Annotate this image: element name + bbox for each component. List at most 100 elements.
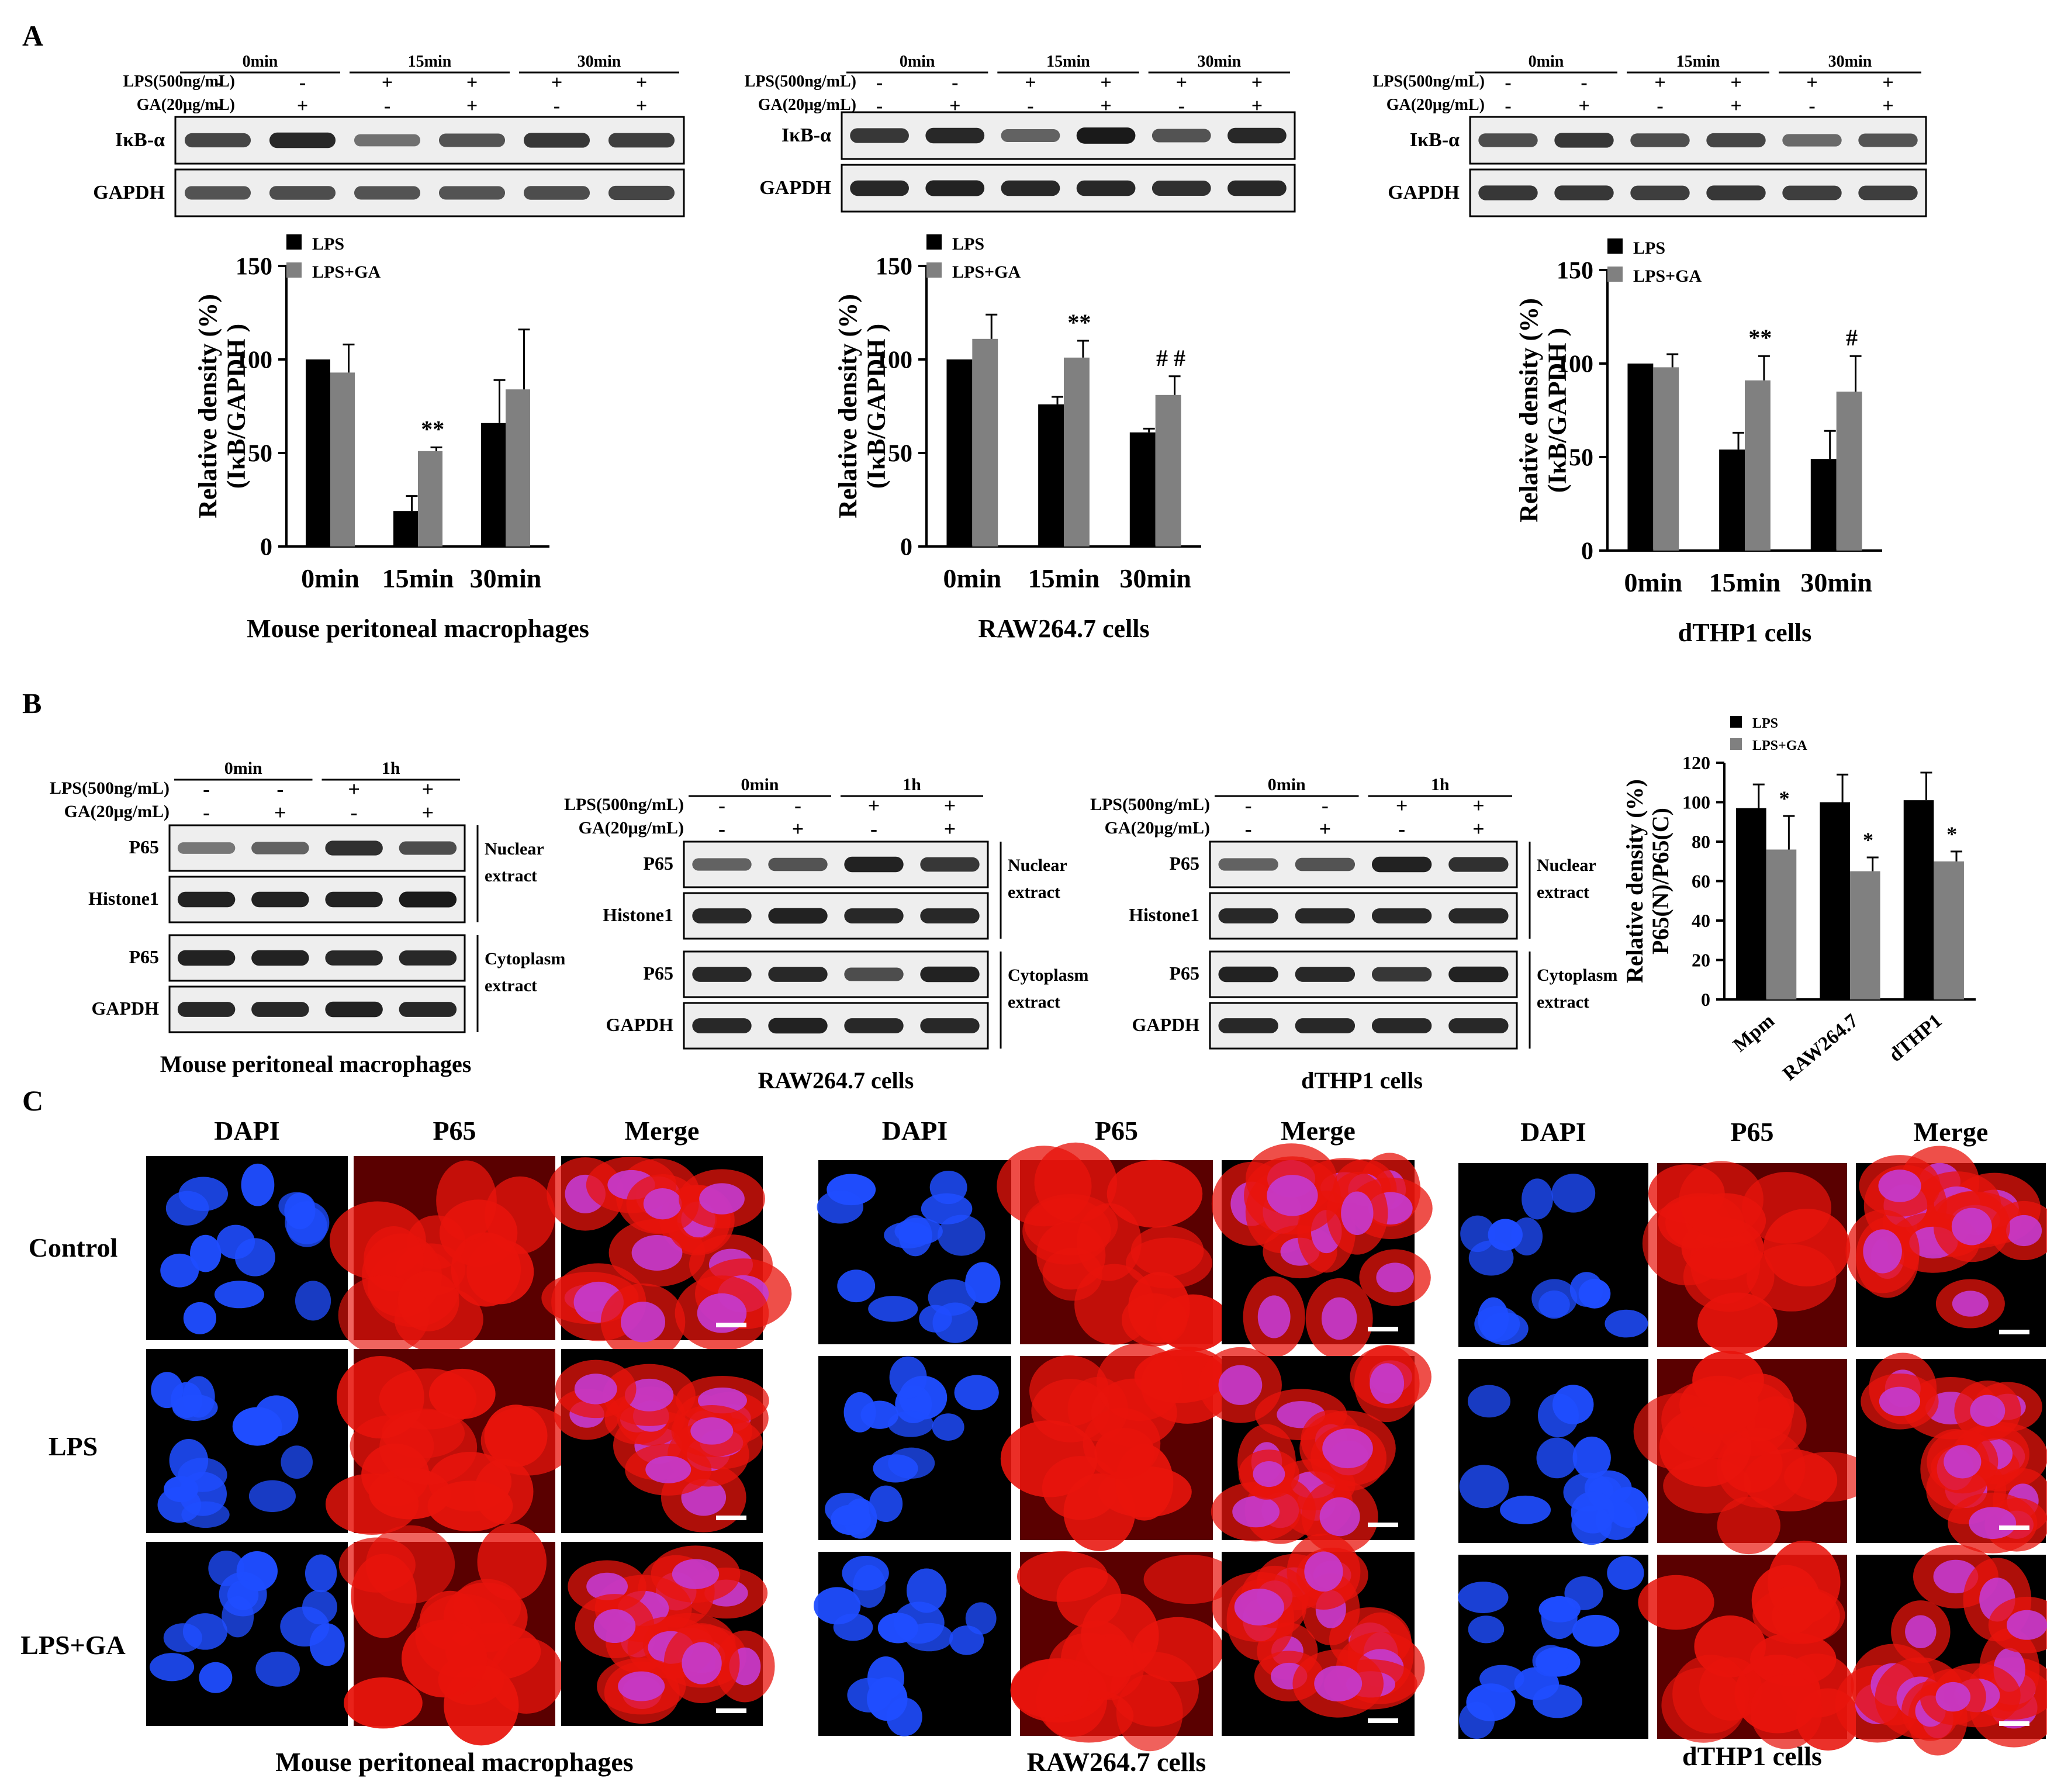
nucleus-mark [305,1554,337,1593]
nucleus-mark [1878,1170,1921,1202]
nucleus-mark [1536,1437,1578,1479]
nucleus-mark [151,1372,184,1409]
a1-ikb-blot [841,111,1296,160]
blot-band [768,967,828,982]
nucleus-mark [868,1296,918,1322]
c0-cell-label: Mouse peritoneal macrophages [275,1747,633,1777]
c1-micrograph-control-p65 [997,1142,1230,1351]
c0-col-merge: Merge [625,1116,700,1146]
b1-blot-row [683,892,989,940]
nucleus-mark [1370,1363,1405,1404]
b2-time-label: 1h [1431,775,1450,794]
c1-col-dapi: DAPI [882,1116,948,1146]
blot-band [1227,127,1287,144]
a0-gapdh-label: GAPDH [93,182,165,203]
cell-mark [364,1226,424,1292]
a1-ga-row-label: GA(20μg/mL) [758,96,856,114]
a2-y-label: Relative density (%) [1514,298,1543,523]
b0-blot-label: P65 [129,836,159,857]
c0-micrograph-lps-ga-merge [561,1542,775,1726]
blot-band [1371,1018,1432,1033]
nucleus-mark [1572,1614,1620,1647]
nucleus-mark [1952,1291,1989,1317]
nucleus-mark [248,1480,296,1513]
a1-chart: 0 50 100 150 Relative density (%) (IκB/GAPDH … [834,234,1201,643]
b1-blot-label: Histone1 [603,904,673,925]
c1-micrograph-lps-merge [1198,1345,1431,1554]
nucleus-mark [867,1677,908,1721]
nucleus-mark [208,1550,244,1586]
nucleus-mark [1267,1175,1318,1216]
a2-bar-lps [1627,364,1654,551]
a0-category-label: 30min [470,563,542,593]
blot-band [1295,908,1356,923]
nucleus-mark [690,1417,734,1445]
a1-gapdh-blot-frame [841,164,1296,213]
b1-lps-sign: - [794,794,801,817]
a2-significance: # [1846,324,1858,351]
a0-legend-label: LPS [312,234,344,254]
a2-ikb-blot-frame [1469,116,1927,165]
nucleus-mark [1376,1262,1414,1293]
a0-y-label-2: (IκB/GAPDH ) [222,324,250,489]
a2-legend-label: LPS+GA [1633,267,1702,286]
c0-micrograph-control-dapi [146,1156,348,1340]
b0-cell-label: Mouse peritoneal macrophages [160,1051,472,1077]
b2-blot-row [1209,840,1518,888]
blot-band [844,1018,904,1033]
nucleus-mark [1538,1290,1570,1319]
a2-ikb-label: IκB-α [1410,129,1460,151]
a0-time-label: 30min [578,53,621,71]
blot-band [325,950,383,966]
cell-mark [1024,1193,1118,1255]
blot-band [1630,133,1690,147]
b3-legend-swatch [1730,716,1742,728]
b2-ga-sign: - [1398,817,1405,840]
c1-col-p65: P65 [1095,1116,1138,1146]
blot-band [692,908,752,923]
blot-band [399,841,457,855]
a2-y-tick-label: 100 [1557,351,1593,378]
a1-cell-label: RAW264.7 cells [978,614,1149,643]
nucleus-mark [164,1476,199,1503]
cell-mark [1749,1632,1837,1686]
cell-mark [484,1404,548,1467]
c0-micrograph-lps-ga-p65 [338,1523,564,1746]
nucleus-mark [643,1188,682,1220]
a0-ikb-blot-frame [174,116,685,165]
b0-blot-row [168,824,466,872]
nucleus-mark [965,1262,1001,1303]
scale-bar [716,1323,746,1327]
b1-lps-sign: + [944,794,956,817]
cell-mark [1717,1496,1780,1555]
b1-ga-sign: + [792,817,804,840]
b0-lps-sign: + [348,777,360,801]
blot-band [692,967,752,982]
nucleus-mark [182,1613,228,1650]
nucleus-mark [965,1602,997,1635]
nucleus-mark [295,1281,331,1321]
b1-cyto-extract-label: extract [1008,992,1060,1012]
a0-bar-lps [393,511,418,546]
a2-ikb-blot [1469,116,1927,165]
nucleus-mark [1304,1551,1343,1592]
b0-time-label: 0min [224,759,262,778]
a0-ikb-blot [174,116,685,165]
a2-time-label: 0min [1529,53,1564,71]
a1-bar-lps-ga [1064,357,1090,546]
cell-mark [1121,1293,1188,1347]
a2-ga-sign: - [1657,95,1663,117]
a0-ga-sign: + [466,95,478,117]
panel-letter-c: C [22,1084,43,1117]
b0-nuclear-label: Nuclear [485,839,544,859]
a1-time-label: 15min [1046,53,1090,71]
b1-blot-label: P65 [643,963,673,984]
a0-y-label: Relative density (%) [193,294,222,518]
nucleus-mark [183,1302,217,1334]
blot-band [1554,185,1614,200]
blot-band [325,1001,383,1018]
blot-band [920,966,980,983]
nucleus-mark [1321,1297,1357,1340]
a0-cell-label: Mouse peritoneal macrophages [247,614,589,643]
